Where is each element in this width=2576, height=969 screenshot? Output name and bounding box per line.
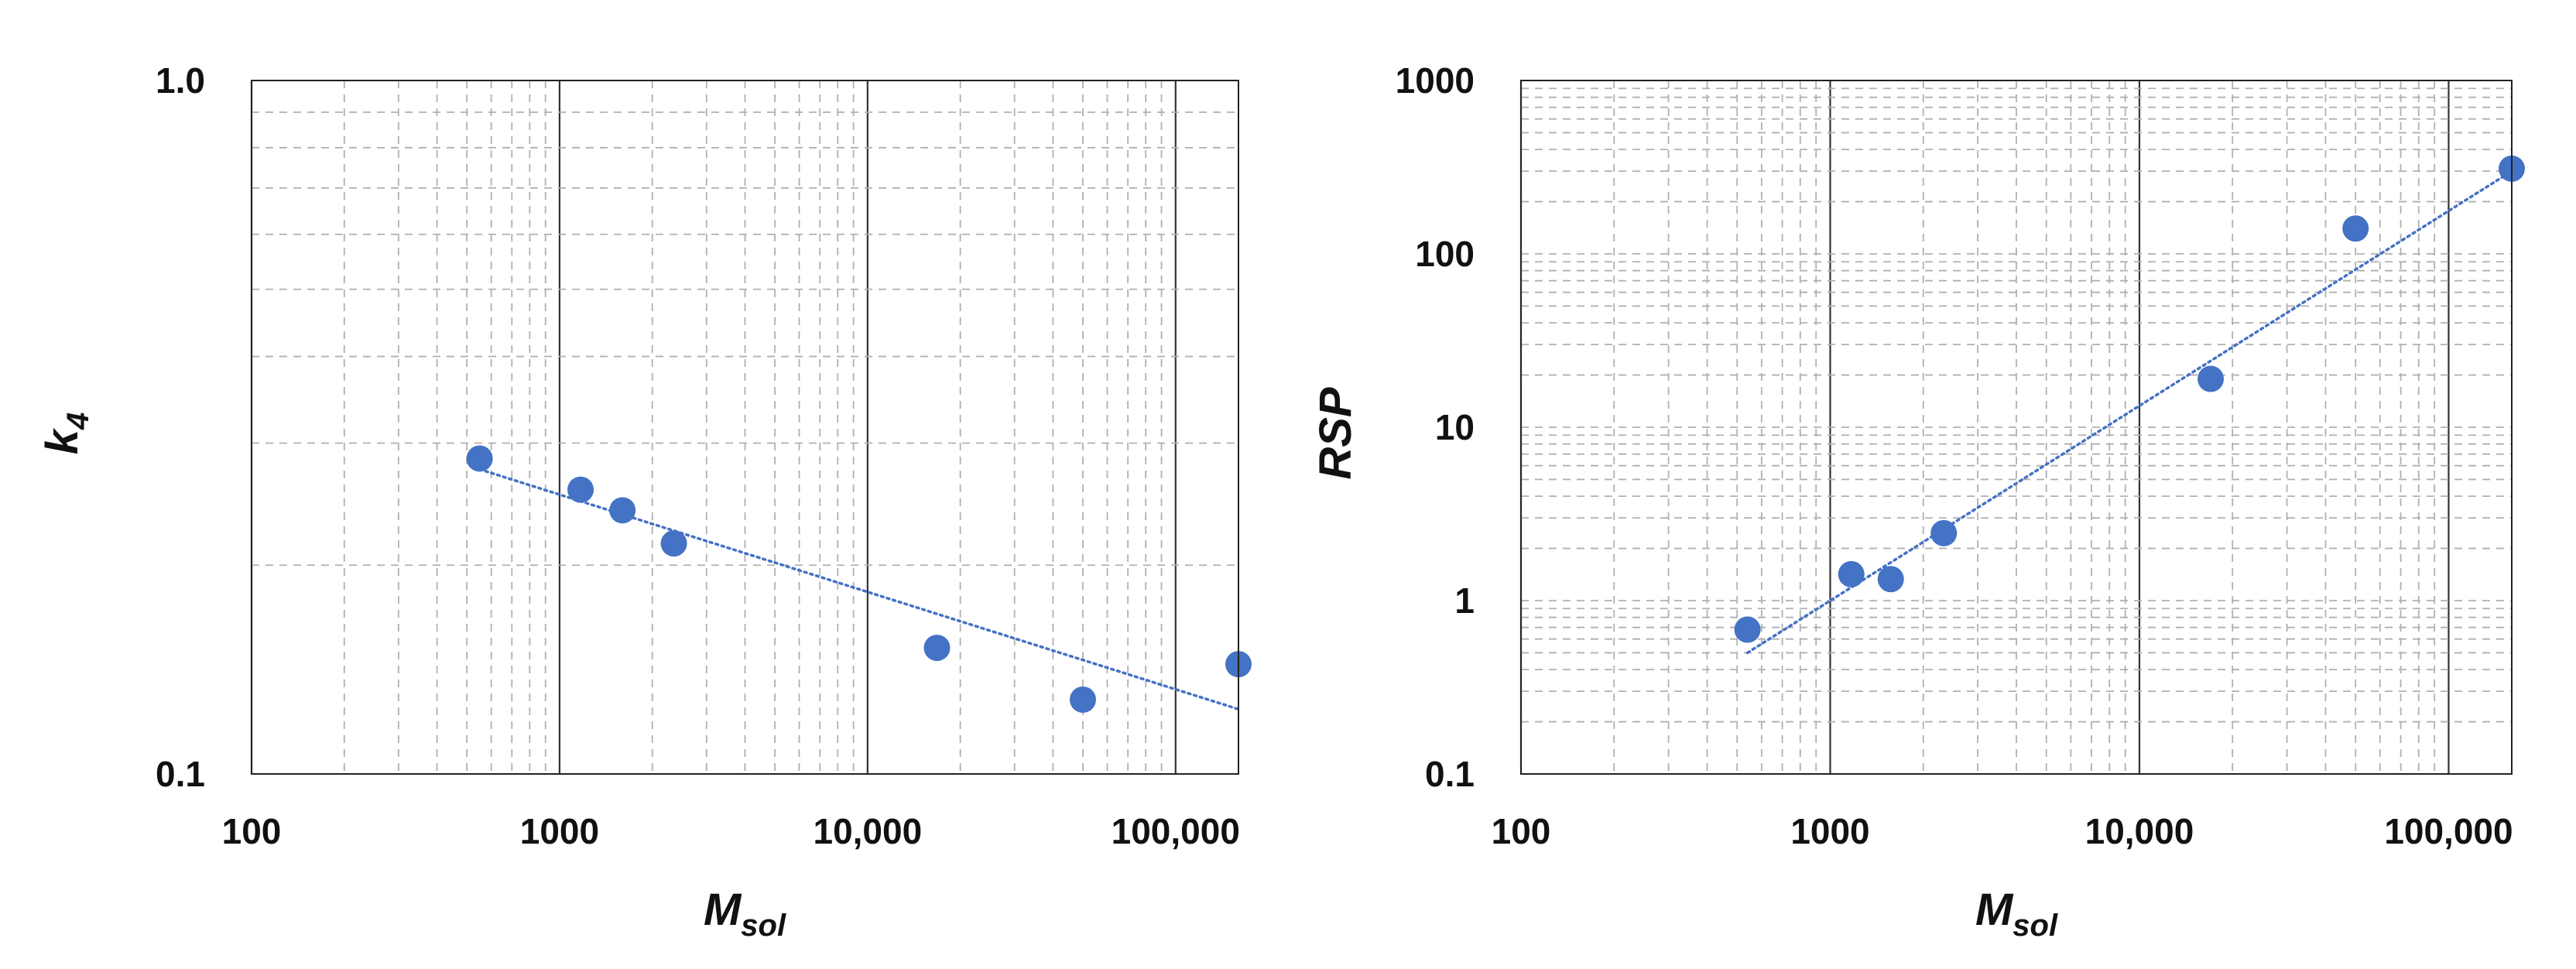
- chart-rsp-data-point: [1877, 566, 1904, 593]
- chart-rsp-y-axis-label-main: RSP: [1310, 387, 1361, 480]
- chart-k4-y-axis-label: k4: [37, 413, 95, 455]
- chart-k4-data-point: [567, 476, 594, 503]
- chart-k4-tick-labels: 100 1000 10,000 100,000 0.1 1.0: [156, 60, 1240, 851]
- chart-rsp-gridlines: [1519, 80, 2512, 775]
- chart-rsp-data-point: [1838, 560, 1865, 587]
- chart-k4-x-tick-label: 10,000: [813, 811, 922, 851]
- chart-k4-y-axis-label-main: k: [37, 427, 87, 454]
- chart-rsp-x-tick-label: 10,000: [2085, 811, 2194, 851]
- chart-k4-x-tick-label: 100: [222, 811, 282, 851]
- chart-k4-data-point: [923, 635, 951, 662]
- chart-rsp-y-tick-label: 100: [1415, 234, 1475, 274]
- chart-k4-data-point: [466, 445, 493, 472]
- chart-rsp-data-point: [2342, 215, 2369, 242]
- chart-k4-data-point: [609, 497, 636, 524]
- chart-k4-gridlines: [250, 80, 1238, 775]
- chart-k4-trendline-path: [478, 467, 1240, 711]
- chart-k4-y-tick-label: 0.1: [156, 754, 205, 794]
- chart-rsp-y-axis-label: RSP: [1310, 387, 1361, 480]
- chart-rsp-x-tick-label: 1000: [1790, 811, 1869, 851]
- chart-rsp-points: [1734, 155, 2525, 643]
- chart-k4-x-axis-label: Msol: [704, 885, 786, 943]
- chart-rsp-trendline: [1745, 169, 2513, 655]
- chart-k4-x-axis-label-main: M: [704, 885, 742, 935]
- chart-rsp: 100 1000 10,000 100,000 0.1 1 10 100 1000 Msol R…: [1310, 60, 2525, 943]
- chart-rsp-y-tick-label: 1000: [1396, 60, 1475, 101]
- chart-k4-x-tick-label: 1000: [520, 811, 599, 851]
- chart-k4-y-tick-label: 1.0: [156, 60, 205, 101]
- chart-rsp-x-axis-label: Msol: [1975, 885, 2058, 943]
- chart-rsp-data-point: [1734, 616, 1761, 643]
- chart-rsp-data-point: [1930, 519, 1958, 546]
- chart-rsp-x-axis-label-sub: sol: [2012, 909, 2058, 943]
- chart-rsp-y-tick-label: 10: [1435, 407, 1475, 447]
- chart-k4-x-tick-label: 100,000: [1112, 811, 1240, 851]
- chart-k4-points: [466, 445, 1252, 713]
- chart-rsp-trendline-path: [1745, 169, 2513, 655]
- chart-k4-data-point: [660, 530, 687, 557]
- chart-k4-y-axis-label-sub: 4: [61, 413, 95, 430]
- chart-rsp-y-tick-label: 1: [1454, 580, 1475, 621]
- chart-rsp-tick-labels: 100 1000 10,000 100,000 0.1 1 10 100 1000: [1396, 60, 2513, 851]
- chart-rsp-plot-frame: [1520, 80, 2513, 775]
- chart-rsp-y-tick-label: 0.1: [1425, 754, 1475, 794]
- chart-rsp-data-point: [2197, 365, 2225, 392]
- chart-k4-trendline: [478, 467, 1240, 711]
- chart-k4: 100 1000 10,000 100,000 0.1 1.0 Msol k4: [37, 60, 1252, 943]
- chart-k4-x-axis-label-sub: sol: [741, 909, 786, 943]
- chart-rsp-x-tick-label: 100,000: [2384, 811, 2513, 851]
- chart-k4-data-point: [1069, 686, 1096, 713]
- chart-rsp-x-tick-label: 100: [1492, 811, 1551, 851]
- chart-rsp-x-axis-label-main: M: [1975, 885, 2014, 935]
- chart-k4-plot-frame: [251, 80, 1239, 775]
